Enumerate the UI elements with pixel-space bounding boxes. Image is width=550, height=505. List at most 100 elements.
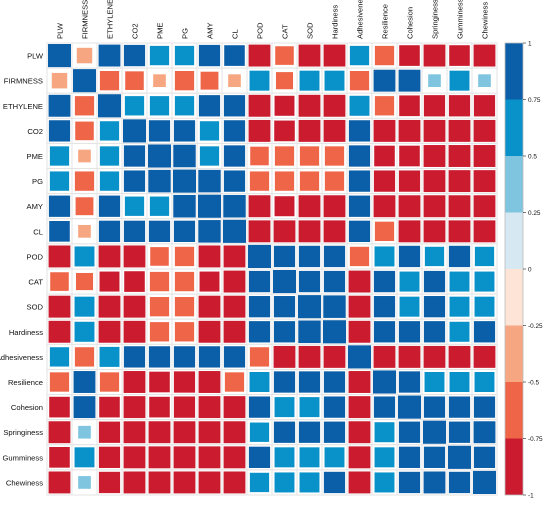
correlation-square — [348, 145, 371, 167]
correlation-square — [349, 70, 370, 91]
row-label-CO2: CO2 — [27, 127, 43, 136]
correlation-square — [374, 96, 395, 116]
correlation-square — [399, 45, 420, 66]
heatmap-cell-Resilience-Cohesion — [396, 368, 423, 396]
correlation-square — [148, 471, 171, 494]
correlation-square — [423, 119, 446, 142]
correlation-square — [74, 246, 95, 267]
correlation-square — [473, 170, 496, 193]
correlation-square — [99, 346, 120, 367]
heatmap-cell-POD-POD — [246, 243, 273, 270]
heatmap-cell-CL-Springiness — [421, 218, 448, 245]
heatmap-cell-Hardiness-SOD — [296, 318, 323, 345]
heatmap-cell-CL-CO2 — [121, 218, 148, 245]
heatmap-cell-Hardiness-PME — [146, 318, 173, 345]
correlation-square — [473, 345, 496, 368]
heatmap-cell-CL-CL — [221, 218, 248, 245]
correlation-square — [124, 271, 145, 292]
correlation-square — [248, 195, 271, 218]
correlation-square — [49, 396, 70, 418]
correlation-square — [248, 244, 271, 268]
heatmap-cell-POD-Adhesiveness — [346, 243, 373, 270]
correlation-square — [223, 170, 246, 192]
correlation-square — [49, 372, 70, 392]
heatmap-cell-Adhesiveness-Cohesion — [396, 343, 423, 370]
heatmap-cell-Springiness-CAT — [271, 419, 298, 446]
heatmap-cell-CL-AMY — [196, 218, 223, 245]
correlation-square — [123, 295, 146, 318]
heatmap-cell-CO2-Resilience — [371, 117, 398, 144]
correlation-square — [275, 46, 294, 65]
correlation-square — [123, 220, 146, 242]
heatmap-cell-Chewiness-Resilience — [371, 469, 398, 496]
column-label-CAT: CAT — [281, 24, 290, 39]
heatmap-cell-Chewiness-ETHYLENE — [96, 469, 123, 496]
correlation-square — [299, 171, 320, 191]
correlation-square — [173, 220, 196, 242]
correlation-square — [98, 245, 121, 268]
correlation-square — [373, 370, 396, 394]
heatmap-cell-POD-Gumminess — [446, 243, 473, 270]
heatmap-cell-ETHYLENE-AMY — [196, 92, 223, 119]
correlation-square — [474, 371, 495, 393]
correlation-square — [248, 321, 271, 343]
heatmap-cell-CAT-Gumminess — [446, 268, 473, 295]
heatmap-cell-CAT-Hardiness — [321, 268, 348, 295]
row-label-Adhesiveness: Adhesiveness — [0, 353, 43, 362]
correlation-square — [48, 94, 71, 117]
correlation-square — [323, 371, 346, 393]
correlation-square — [74, 447, 95, 468]
heatmap-cell-Gumminess-Adhesiveness — [346, 444, 373, 471]
correlation-square — [198, 471, 221, 494]
legend-color-segment — [505, 212, 523, 269]
correlation-square — [149, 322, 170, 342]
correlation-square — [373, 195, 396, 218]
correlation-square — [398, 345, 421, 368]
row-label-Gumminess: Gumminess — [2, 453, 43, 462]
correlation-square — [173, 471, 196, 494]
heatmap-cell-AMY-CL — [221, 193, 248, 220]
correlation-square — [473, 421, 496, 444]
correlation-square — [199, 121, 220, 141]
correlation-square — [374, 45, 395, 66]
heatmap-cell-Gumminess-PLW — [46, 444, 73, 471]
heatmap-cell-POD-Springiness — [421, 243, 448, 270]
heatmap-cell-ETHYLENE-Hardiness — [321, 92, 348, 119]
legend-tick-label: -0.25 — [528, 323, 543, 330]
correlation-square — [323, 195, 346, 218]
heatmap-cell-PME-POD — [246, 142, 273, 170]
correlation-square — [198, 320, 221, 343]
column-label-PME: PME — [156, 23, 165, 39]
heatmap-cell-POD-AMY — [196, 243, 223, 270]
correlation-square — [228, 74, 241, 88]
heatmap-cell-Hardiness-Gumminess — [446, 318, 473, 345]
correlation-square — [448, 195, 471, 218]
heatmap-cell-POD-Hardiness — [321, 243, 348, 270]
heatmap-cell-Adhesiveness-POD — [246, 343, 273, 370]
heatmap-cell-Hardiness-ETHYLENE — [96, 318, 123, 345]
heatmap-cell-FIRMNESS-SOD — [296, 67, 323, 94]
correlation-square — [323, 471, 346, 494]
correlation-square — [398, 170, 421, 192]
heatmap-cell-Cohesion-PG — [171, 394, 198, 421]
correlation-square — [274, 146, 295, 166]
correlation-square — [348, 170, 371, 192]
correlation-square — [323, 421, 346, 443]
heatmap-cell-POD-CAT — [271, 243, 298, 270]
column-label-Hardiness: Hardiness — [331, 5, 340, 39]
heatmap-cell-Hardiness-Adhesiveness — [346, 318, 373, 345]
heatmap-cell-CL-Gumminess — [446, 218, 473, 245]
correlation-square — [323, 396, 346, 418]
heatmap-cell-Adhesiveness-Adhesiveness — [346, 343, 373, 370]
heatmap-cell-PLW-PG — [171, 42, 198, 69]
heatmap-cell-AMY-ETHYLENE — [96, 193, 123, 220]
correlation-square — [398, 69, 421, 92]
correlation-square — [423, 145, 446, 167]
heatmap-cell-ETHYLENE-Springiness — [421, 92, 448, 119]
correlation-square — [473, 44, 496, 67]
correlation-square — [424, 371, 445, 393]
correlation-square — [373, 321, 396, 343]
correlation-square — [423, 345, 446, 368]
heatmap-cell-PLW-CO2 — [121, 42, 148, 69]
correlation-square — [49, 146, 70, 166]
